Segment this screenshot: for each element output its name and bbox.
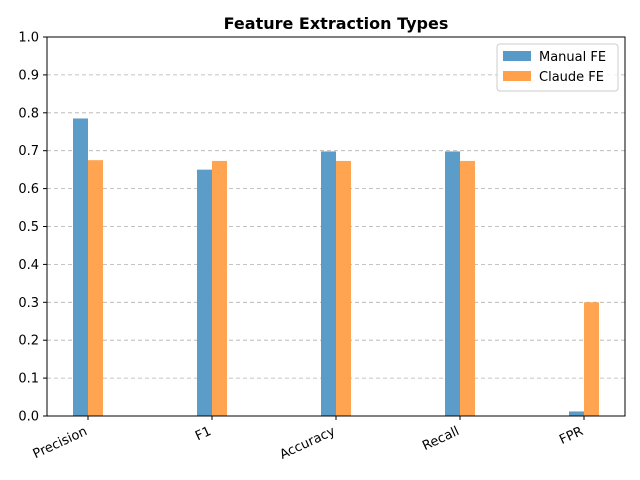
- bars-layer: [73, 118, 599, 417]
- y-tick-label: 0.3: [18, 296, 39, 311]
- legend-label-manual-fe: Manual FE: [539, 50, 606, 65]
- bar-claude-fe-precision: [88, 160, 103, 416]
- bar-claude-fe-recall: [460, 160, 475, 416]
- y-tick-label: 0.1: [18, 372, 39, 387]
- y-tick-label: 0.9: [18, 68, 39, 83]
- y-tick-label: 0.7: [18, 144, 39, 159]
- x-tick-label-precision: Precision: [31, 424, 90, 462]
- legend-swatch-manual-fe: [503, 51, 531, 61]
- y-tick-label: 1.0: [18, 31, 39, 46]
- y-tick-label: 0.2: [18, 334, 39, 349]
- bar-manual-fe-f1: [197, 169, 212, 416]
- bar-manual-fe-precision: [73, 118, 88, 417]
- y-tick-label: 0.6: [18, 182, 39, 197]
- y-tick-label: 0.5: [18, 220, 39, 235]
- y-tick-label: 0.0: [18, 410, 39, 425]
- bar-claude-fe-accuracy: [336, 160, 351, 416]
- y-tick-label: 0.8: [18, 106, 39, 121]
- bar-manual-fe-accuracy: [321, 151, 336, 416]
- x-tick-label-fpr: FPR: [557, 424, 585, 448]
- legend-label-claude-fe: Claude FE: [539, 70, 604, 85]
- axes-layer: 0.0 0.1 0.2 0.3 0.4 0.5 0.6 0.7 0.8 0.9 1.0 Precisi…: [18, 31, 626, 463]
- bar-manual-fe-fpr: [569, 411, 584, 416]
- x-tick-label-f1: F1: [193, 424, 214, 444]
- chart-title: Feature Extraction Types: [224, 14, 449, 33]
- legend-swatch-claude-fe: [503, 71, 531, 81]
- x-tick-label-recall: Recall: [420, 424, 462, 454]
- x-tick-label-accuracy: Accuracy: [278, 424, 338, 463]
- bar-manual-fe-recall: [445, 151, 460, 416]
- y-tick-label: 0.4: [18, 258, 39, 273]
- bar-claude-fe-fpr: [584, 302, 599, 416]
- legend: Manual FE Claude FE: [496, 43, 619, 92]
- bar-claude-fe-f1: [212, 160, 227, 416]
